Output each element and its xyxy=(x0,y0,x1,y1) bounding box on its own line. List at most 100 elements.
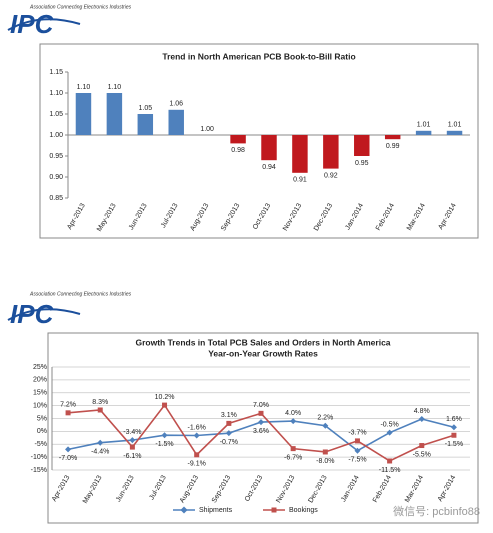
marker xyxy=(129,437,136,444)
value-label: -3.4% xyxy=(123,429,141,436)
marker xyxy=(258,410,264,416)
bar xyxy=(415,130,432,135)
value-label: 0.91 xyxy=(293,177,307,184)
bar xyxy=(106,93,123,135)
marker xyxy=(386,429,393,436)
value-label: -5.5% xyxy=(413,451,431,458)
marker xyxy=(193,432,200,439)
logo-swoosh xyxy=(7,18,81,31)
value-label: -1.5% xyxy=(445,441,463,448)
chart-title: Growth Trends in Total PCB Sales and Ord… xyxy=(135,337,390,347)
y-tick-label: -5% xyxy=(35,441,47,448)
y-tick-label: 20% xyxy=(33,377,47,384)
bar xyxy=(168,109,184,135)
logo: IPC xyxy=(10,299,55,329)
bar xyxy=(446,130,463,135)
y-tick-label: -15% xyxy=(31,467,47,474)
y-tick-label: 1.10 xyxy=(49,90,63,97)
value-label: 1.10 xyxy=(108,84,122,91)
value-label: -7.0% xyxy=(59,455,77,462)
bar xyxy=(230,135,246,144)
value-label: 2.2% xyxy=(317,415,333,422)
value-label: 0.98 xyxy=(231,147,245,154)
value-label: 8.3% xyxy=(92,399,108,406)
marker xyxy=(65,446,72,453)
bar xyxy=(261,135,277,161)
y-tick-label: 0.95 xyxy=(49,153,63,160)
chart-subtitle: Year-on-Year Growth Rates xyxy=(208,348,318,358)
value-label: 0.94 xyxy=(262,164,276,171)
value-label: -11.5% xyxy=(379,467,401,474)
value-label: 0.99 xyxy=(386,143,400,150)
marker xyxy=(451,432,457,438)
value-label: 4.0% xyxy=(285,410,301,417)
marker xyxy=(161,432,168,439)
value-label: 0.95 xyxy=(355,160,369,167)
marker xyxy=(226,420,232,426)
legend-label: Bookings xyxy=(289,507,318,514)
value-label: -4.4% xyxy=(91,449,109,456)
marker xyxy=(65,410,71,416)
value-label: 1.01 xyxy=(448,122,462,129)
legend-marker xyxy=(271,507,277,513)
logo-tagline: Association Connecting Electronics Indus… xyxy=(29,291,132,297)
value-label: 7.0% xyxy=(253,402,269,409)
y-tick-label: 25% xyxy=(33,364,47,371)
logo-swoosh xyxy=(7,308,81,321)
bar xyxy=(384,135,401,140)
watermark: 微信号: pcbinfo88 xyxy=(393,504,480,518)
marker xyxy=(354,438,360,444)
marker xyxy=(97,439,104,446)
marker xyxy=(450,424,457,431)
value-label: -6.7% xyxy=(284,454,302,461)
chart-frame xyxy=(39,43,479,239)
legend-marker xyxy=(180,506,188,514)
y-tick-label: 15% xyxy=(33,390,47,397)
y-tick-label: -10% xyxy=(31,454,47,461)
y-tick-label: 5% xyxy=(37,415,47,422)
bar xyxy=(292,135,308,173)
value-label: 1.00 xyxy=(200,126,214,133)
marker xyxy=(418,416,425,423)
value-label: 1.6% xyxy=(446,416,462,423)
marker xyxy=(354,447,361,454)
value-label: -6.1% xyxy=(123,453,141,460)
marker xyxy=(97,407,103,413)
bar xyxy=(75,93,92,135)
y-tick-label: 0.85 xyxy=(49,195,63,202)
bar xyxy=(354,135,370,156)
bar xyxy=(323,135,339,169)
value-label: 1.06 xyxy=(169,101,183,108)
marker xyxy=(322,449,328,455)
logo-tagline: Association Connecting Electronics Indus… xyxy=(29,4,132,10)
marker xyxy=(162,402,168,408)
value-label: -1.6% xyxy=(188,424,206,431)
chart-title: Trend in North American PCB Book-to-Bill… xyxy=(162,51,355,61)
value-label: 0.92 xyxy=(324,172,338,179)
y-tick-label: 0.90 xyxy=(49,174,63,181)
value-label: -7.5% xyxy=(348,457,366,464)
value-label: -8.0% xyxy=(316,458,334,465)
y-tick-label: 10% xyxy=(33,402,47,409)
value-label: 1.10 xyxy=(77,84,91,91)
value-label: -9.1% xyxy=(188,461,206,468)
y-tick-label: 1.05 xyxy=(49,111,63,118)
y-tick-label: 1.15 xyxy=(49,69,63,76)
y-tick-label: 1.00 xyxy=(49,132,63,139)
marker xyxy=(258,419,264,426)
marker xyxy=(225,430,232,437)
bar xyxy=(137,114,154,135)
legend-label: Shipments xyxy=(199,507,233,514)
value-label: 1.05 xyxy=(138,105,152,112)
y-tick-label: 0% xyxy=(37,428,47,435)
value-label: 10.2% xyxy=(155,394,175,401)
chart-frame xyxy=(47,332,479,524)
value-label: -0.7% xyxy=(220,439,238,446)
value-label: -0.5% xyxy=(380,422,398,429)
logo: IPC xyxy=(10,9,55,39)
value-label: 1.01 xyxy=(417,122,431,129)
value-label: 3.6% xyxy=(253,428,269,435)
marker xyxy=(419,443,425,449)
value-label: 3.1% xyxy=(221,412,237,419)
